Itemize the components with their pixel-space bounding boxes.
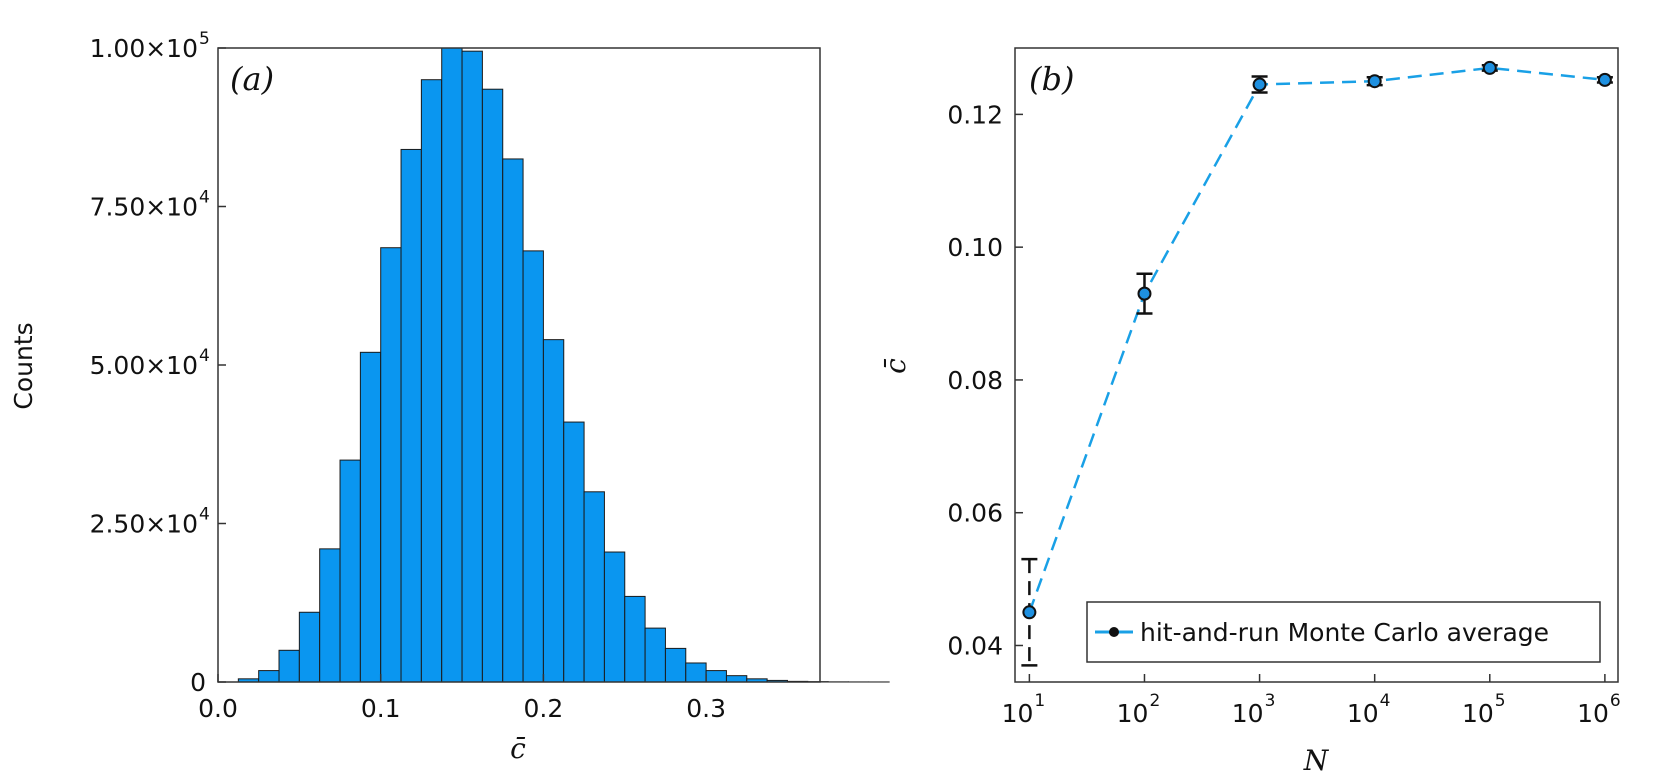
convergence-y-tick-label: 0.08 <box>947 366 1003 395</box>
convergence-x-tick-exponent: 2 <box>1149 691 1160 711</box>
histogram-y-tick-exponent: 4 <box>199 188 210 208</box>
convergence-frame <box>1014 47 1619 683</box>
convergence-y-axis-label: c̄ <box>879 358 912 374</box>
convergence-x-tick-label: 10 <box>1232 699 1264 728</box>
histogram-x-tick-label: 0.1 <box>361 694 401 723</box>
histogram-bar <box>461 50 483 683</box>
histogram-y-tick-label: 0 <box>190 668 206 697</box>
convergence-series <box>1021 60 1613 667</box>
histogram-bar <box>685 662 707 683</box>
convergence-panel: 10 1 10 2 10 3 10 4 10 5 10 6 0.040.060.080.100.12 … <box>879 47 1621 777</box>
convergence-y-tick-label: 0.04 <box>947 631 1003 660</box>
convergence-x-tick-label: 10 <box>1002 699 1034 728</box>
histogram-panel-label: (a) <box>230 60 274 98</box>
data-point <box>1597 72 1612 87</box>
convergence-x-ticks: 10 1 10 2 10 3 10 4 10 5 10 6 <box>1002 674 1621 728</box>
convergence-y-tick-label: 0.10 <box>947 233 1003 262</box>
convergence-x-axis-label: N <box>1303 744 1330 777</box>
histogram-x-tick-label: 0.2 <box>524 694 564 723</box>
histogram-bar <box>624 595 646 683</box>
histogram-bar <box>400 148 422 683</box>
histogram-y-tick-exponent: 5 <box>199 29 210 49</box>
convergence-x-tick-exponent: 5 <box>1495 691 1506 711</box>
histogram-y-tick-exponent: 4 <box>199 346 210 366</box>
data-point <box>1367 74 1382 89</box>
histogram-y-ticks: 02.50×10 45.00×10 47.50×10 41.00×10 5 <box>90 29 226 697</box>
data-point <box>1022 605 1037 620</box>
histogram-y-tick-exponent: 4 <box>199 505 210 525</box>
histogram-bar <box>278 649 300 683</box>
convergence-x-tick-label: 10 <box>1462 699 1494 728</box>
histogram-panel: 0.0 0.1 0.2 0.3 02.50×10 45.00×10 47.50×10 41.… <box>9 29 890 765</box>
histogram-bar <box>298 611 321 683</box>
histogram-bar <box>522 250 544 683</box>
histogram-x-ticks: 0.0 0.1 0.2 0.3 <box>198 674 726 723</box>
series-line <box>1028 66 1606 613</box>
histogram-y-axis-label: Counts <box>9 322 38 409</box>
convergence-x-tick-label: 10 <box>1117 699 1149 728</box>
histogram-bar <box>481 88 504 683</box>
legend: hit-and-run Monte Carlo average <box>1086 601 1601 663</box>
histogram-bar <box>502 158 524 683</box>
convergence-x-tick-exponent: 1 <box>1034 691 1045 711</box>
legend-marker-swatch <box>1109 627 1119 637</box>
histogram-bar <box>380 247 402 683</box>
histogram-y-tick-label: 7.50×10 <box>90 193 198 222</box>
legend-entry-label: hit-and-run Monte Carlo average <box>1140 618 1549 647</box>
convergence-x-tick-exponent: 6 <box>1610 691 1621 711</box>
convergence-x-tick-exponent: 3 <box>1265 691 1276 711</box>
data-point <box>1482 60 1497 75</box>
convergence-y-ticks: 0.04 0.06 0.08 0.10 0.12 <box>947 100 1023 660</box>
histogram-bar <box>664 647 687 683</box>
data-point <box>1252 77 1267 92</box>
histogram-bars <box>237 47 890 683</box>
convergence-x-tick-label: 10 <box>1577 699 1609 728</box>
convergence-x-tick-label: 10 <box>1347 699 1379 728</box>
histogram-bar <box>319 548 341 683</box>
histogram-bar <box>705 670 727 683</box>
histogram-bar <box>339 459 361 683</box>
data-point <box>1137 286 1152 301</box>
histogram-y-tick-label: 1.00×10 <box>90 34 198 63</box>
histogram-bar <box>603 551 626 683</box>
histogram-bar <box>725 675 748 683</box>
histogram-bar <box>258 670 280 683</box>
histogram-bar <box>583 491 605 683</box>
histogram-bar <box>563 421 585 683</box>
convergence-y-tick-label: 0.12 <box>947 100 1003 129</box>
convergence-x-tick-exponent: 4 <box>1380 691 1391 711</box>
convergence-panel-label: (b) <box>1029 60 1074 98</box>
histogram-bar <box>441 47 463 683</box>
histogram-x-tick-label: 0.0 <box>198 694 238 723</box>
histogram-bar <box>359 351 382 683</box>
legend-box <box>1086 601 1601 663</box>
histogram-bar <box>644 627 666 683</box>
histogram-y-tick-label: 5.00×10 <box>90 351 198 380</box>
histogram-x-tick-label: 0.3 <box>686 694 726 723</box>
histogram-x-axis-label: c̄ <box>510 732 526 765</box>
histogram-bar <box>420 79 443 683</box>
histogram-y-tick-label: 2.50×10 <box>90 510 198 539</box>
convergence-y-tick-label: 0.06 <box>947 499 1003 528</box>
histogram-bar <box>542 339 565 683</box>
